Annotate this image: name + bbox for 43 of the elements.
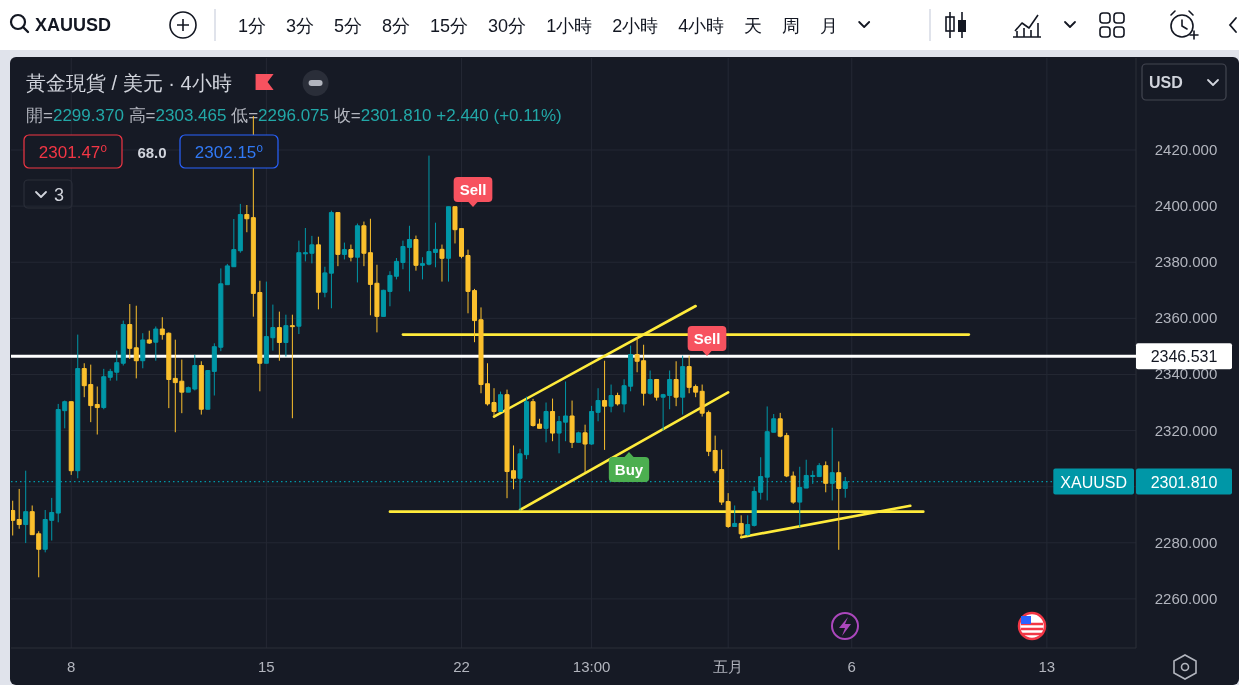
x-tick-label: 13 (1038, 658, 1056, 675)
annotation: 68.0 (137, 144, 167, 161)
x-tick-label: 13:00 (572, 658, 611, 675)
text: 2小時 (612, 16, 659, 36)
text: 3分 (286, 16, 315, 36)
annotation: 2301.47⁰ (38, 142, 108, 162)
text: 黃金現貨 / 美元 · 4小時 (26, 72, 232, 94)
text: 天 (744, 16, 763, 36)
text: 1分 (238, 16, 267, 36)
x-tick-label: 五月 (713, 658, 744, 675)
text: XAUUSD 2301.810 (1060, 473, 1218, 491)
text: USD (1149, 74, 1183, 91)
text: 開=2299.370 高=2303.465 低=2296.075 收=2301.810 +2.440 (+0.11%) (26, 106, 562, 125)
annotation: 2302.15⁰ (194, 142, 264, 162)
text: 15分 (430, 16, 469, 36)
signal-label: Buy (608, 452, 650, 482)
text: 4小時 (678, 16, 725, 36)
x-tick-label: 6 (847, 658, 856, 675)
annotation: Sell (693, 330, 721, 347)
y-tick-label: 2340.000 (1154, 365, 1218, 383)
text: 30分 (488, 16, 527, 36)
text: 周 (782, 16, 801, 36)
text: 8分 (382, 16, 411, 36)
y-tick-label: 2420.000 (1154, 141, 1218, 159)
y-tick-label: 2280.000 (1154, 533, 1218, 551)
y-tick-label: 2320.000 (1154, 421, 1218, 439)
signal-label: Sell (687, 326, 727, 356)
y-tick-label: 2260.000 (1154, 589, 1218, 607)
x-tick-label: 8 (67, 658, 76, 675)
annotation: 3 (53, 185, 65, 205)
text: 5分 (334, 16, 363, 36)
y-tick-label: 2380.000 (1154, 253, 1218, 271)
signal-label: Sell (453, 177, 493, 207)
x-tick-label: 22 (453, 658, 470, 675)
x-tick-label: 15 (258, 658, 275, 675)
annotation: Buy (614, 461, 644, 478)
y-tick-label: 2400.000 (1154, 197, 1218, 215)
text: XAUUSD (35, 15, 112, 35)
ref-line-label: 2346.531 (1150, 348, 1218, 366)
text: 月 (820, 16, 839, 36)
y-tick-label: 2360.000 (1154, 309, 1218, 327)
text: 1小時 (546, 16, 593, 36)
annotation: Sell (459, 181, 487, 198)
